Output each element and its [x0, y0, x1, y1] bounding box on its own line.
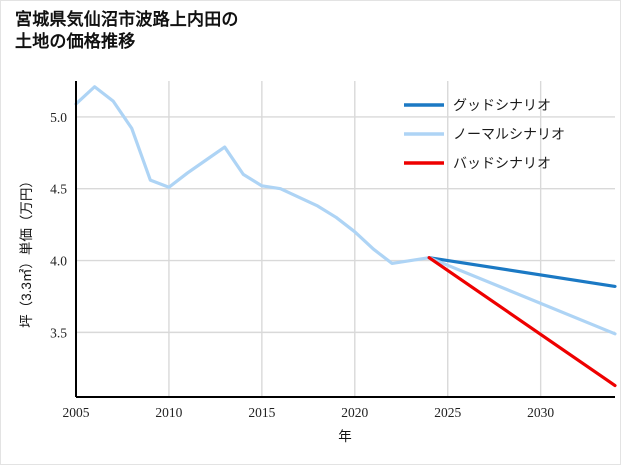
legend-label: ノーマルシナリオ: [453, 128, 565, 143]
gridlines: [75, 81, 615, 397]
x-tick-label: 2010: [155, 405, 182, 420]
x-tick-label: 2025: [434, 405, 461, 420]
series-line: [427, 256, 617, 336]
series-line: [74, 85, 431, 266]
series-line: [427, 256, 617, 388]
x-tick-label: 2005: [63, 405, 90, 420]
x-tick-label: 2030: [527, 405, 554, 420]
x-tick-label: 2020: [341, 405, 368, 420]
page-title: 宮城県気仙沼市波路上内田の 土地の価格推移: [15, 10, 239, 52]
series-lines: [74, 85, 617, 388]
y-tick-label: 4.5: [50, 182, 67, 197]
y-tick-label: 5.0: [50, 110, 67, 125]
series-line: [427, 256, 617, 288]
x-axis-ticks: 2005 2010 2015 2020 2025 2030: [63, 405, 555, 420]
y-axis-ticks: 3.5 4.0 4.5 5.0: [50, 110, 67, 340]
x-axis-title: 年: [338, 429, 352, 444]
x-tick-label: 2015: [248, 405, 275, 420]
y-axis-title: 坪（3.3㎡）単価（万円）: [19, 174, 34, 328]
legend-label: バッドシナリオ: [453, 157, 551, 172]
legend-label: グッドシナリオ: [453, 98, 551, 114]
y-tick-label: 4.0: [50, 254, 67, 269]
y-tick-label: 3.5: [50, 325, 67, 340]
